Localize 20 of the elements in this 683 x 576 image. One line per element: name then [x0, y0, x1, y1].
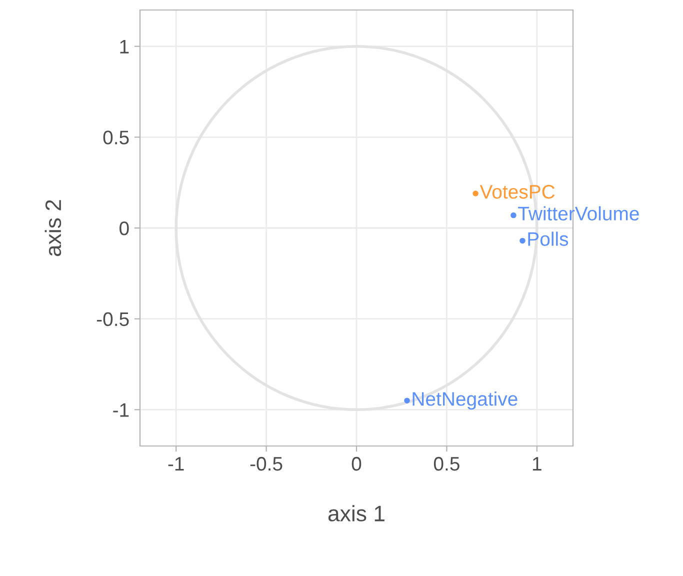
y-tick-label: 0.5: [103, 130, 129, 144]
y-tick-label: -0.5: [96, 312, 129, 326]
x-tick-label: -0.5: [250, 456, 282, 471]
y-tick-label: 0: [120, 221, 129, 236]
y-tick-label: -1: [113, 403, 129, 417]
point: [472, 190, 478, 196]
point: [510, 212, 516, 218]
y-tick-label: 1: [120, 40, 129, 54]
data-label: TwitterVolume: [518, 206, 639, 221]
x-tick-label: 1: [532, 457, 542, 471]
x-tick-label: -1: [168, 457, 184, 471]
data-label: NetNegative: [412, 392, 518, 410]
y-axis-title: axis 2: [44, 200, 62, 256]
point: [404, 398, 410, 404]
data-label: VotesPC: [480, 184, 555, 199]
point: [520, 238, 526, 244]
x-tick-label: 0: [352, 456, 362, 471]
x-tick-label: 0.5: [434, 456, 460, 471]
data-label: Polls: [528, 232, 568, 246]
x-axis-title: axis 1: [328, 505, 384, 522]
